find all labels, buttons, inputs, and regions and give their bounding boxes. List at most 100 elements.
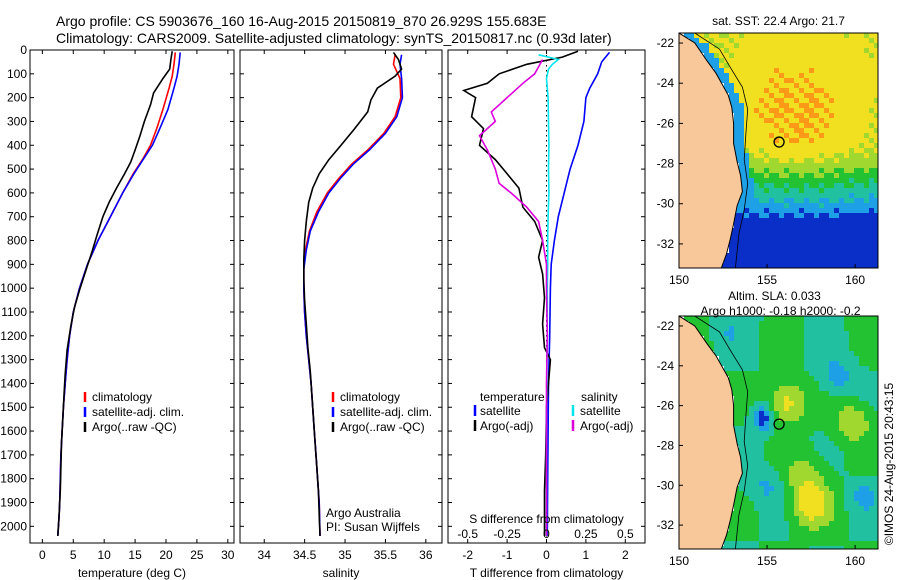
map-cell [804,58,809,63]
map-cell [774,446,779,451]
map-cell [784,541,789,546]
map-cell [759,401,764,406]
map-cell [814,411,819,416]
map-cell [739,43,744,48]
map-cell [834,48,839,53]
map-cell [824,331,829,336]
map-cell [709,38,714,43]
map-cell [839,48,844,53]
map-cell [769,48,774,53]
map-cell [769,426,774,431]
map-cell [869,73,874,78]
map-cell [829,406,834,411]
map-cell [844,331,849,336]
map-cell [819,496,824,501]
map-cell [759,198,764,203]
map-cell [774,258,779,263]
map-cell [739,421,744,426]
map-cell [829,421,834,426]
map-cell [734,321,739,326]
map-cell [829,501,834,506]
map-cell [864,501,869,506]
map-cell [734,391,739,396]
map-cell [789,163,794,168]
map-cell [759,223,764,228]
map-cell [869,258,874,263]
map-cell [824,43,829,48]
map-cell [849,426,854,431]
map-cell [774,516,779,521]
map-cell [749,546,754,549]
map-cell [774,163,779,168]
map-cell [794,536,799,541]
map-cell [869,451,874,456]
map-cell [864,536,869,541]
map-cell [874,173,878,178]
map-cell [854,63,859,68]
map-cell [809,406,814,411]
map-cell [774,371,779,376]
map-cell [769,143,774,148]
map-cell [754,401,759,406]
map-cell [824,411,829,416]
map-cell [814,178,819,183]
map-cell [754,233,759,238]
map-cell [754,431,759,436]
map-cell [744,491,749,496]
map-cell [849,416,854,421]
map-cell [784,326,789,331]
map-cell [784,163,789,168]
map-cell [794,516,799,521]
map-cell [779,541,784,546]
map-cell [829,228,834,233]
map-cell [839,461,844,466]
map-cell [859,148,864,153]
map-cell [804,208,809,213]
map-cell [844,253,849,258]
map-cell [759,511,764,516]
map-cell [829,133,834,138]
map-cell [719,351,724,356]
map-cell [744,83,749,88]
map-cell [754,128,759,133]
map-cell [804,491,809,496]
map-cell [819,223,824,228]
map-cell [759,228,764,233]
map-cell [794,258,799,263]
map-cell [744,178,749,183]
map-cell [709,58,714,63]
map-cell [739,258,744,263]
map-cell [764,541,769,546]
map-cell [759,516,764,521]
map-cell [804,43,809,48]
map-cell [774,381,779,386]
map-cell [864,68,869,73]
map-cell [849,481,854,486]
map-cell [824,436,829,441]
map-cell [854,223,859,228]
map-cell [784,321,789,326]
map-cell [814,238,819,243]
map-cell [804,78,809,83]
map-cell [749,143,754,148]
map-cell [769,441,774,446]
map-cell [744,441,749,446]
map-cell [794,113,799,118]
map-cell [789,341,794,346]
map-cell [859,446,864,451]
map-cell [804,183,809,188]
map-cell [874,441,878,446]
map-cell [824,263,829,268]
map-cell [844,346,849,351]
map-cell [839,103,844,108]
map-cell [744,391,749,396]
map-cell [749,476,754,481]
map-cell [839,496,844,501]
map-cell [744,376,749,381]
map-cell [854,356,859,361]
map-cell [789,103,794,108]
map-cell [854,103,859,108]
map-cell [824,238,829,243]
map-cell [744,258,749,263]
map-cell [814,48,819,53]
